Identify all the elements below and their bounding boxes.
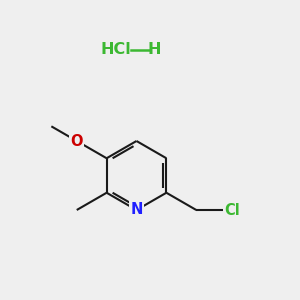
Text: H: H: [148, 42, 161, 57]
Text: HCl: HCl: [100, 42, 131, 57]
Text: O: O: [70, 134, 83, 148]
Text: Cl: Cl: [224, 202, 240, 217]
Text: N: N: [130, 202, 143, 217]
